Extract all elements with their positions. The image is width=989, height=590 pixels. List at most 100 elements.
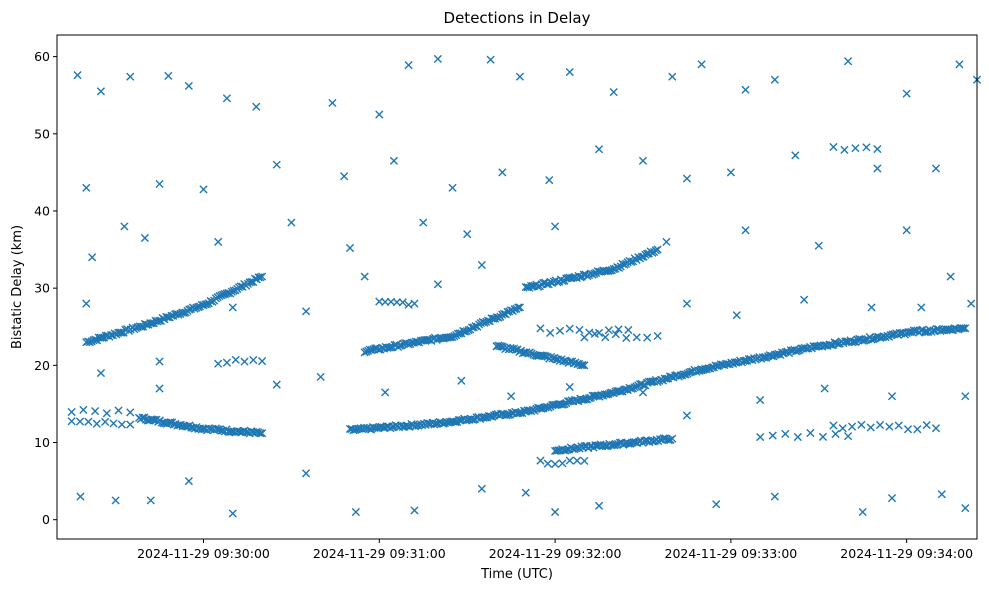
cluster-point <box>222 358 232 367</box>
noise-point <box>741 85 750 94</box>
cluster-point <box>922 420 931 430</box>
x-tick-label: 2024-11-29 09:30:00 <box>137 546 270 561</box>
noise-point <box>507 392 516 401</box>
noise-point <box>931 164 941 173</box>
track-point <box>909 326 918 335</box>
noise-point <box>448 183 457 192</box>
x-tick-label: 2024-11-29 09:34:00 <box>840 546 973 561</box>
cluster-point <box>851 144 860 153</box>
track-point <box>449 417 458 426</box>
noise-point <box>498 168 507 177</box>
noise-point <box>433 280 442 289</box>
noise-point <box>609 88 618 97</box>
noise-point <box>155 384 164 393</box>
noise-point <box>550 222 560 231</box>
track-point <box>258 272 267 281</box>
noise-point <box>638 156 648 165</box>
noise-point <box>712 500 721 509</box>
y-tick-label: 10 <box>34 435 50 450</box>
cluster-point <box>75 417 85 426</box>
track-point <box>514 303 523 312</box>
cluster-point <box>829 421 838 430</box>
noise-point <box>682 174 692 183</box>
cluster-point <box>756 432 765 442</box>
cluster-point <box>565 324 574 333</box>
cluster-point <box>831 429 840 439</box>
noise-point <box>88 253 97 262</box>
cluster-point <box>126 420 135 429</box>
cluster-point <box>546 328 555 337</box>
noise-point <box>164 71 173 81</box>
noise-point <box>550 507 560 517</box>
noise-point <box>858 507 867 517</box>
cluster-point <box>840 145 849 154</box>
noise-point <box>937 490 946 499</box>
cluster-point <box>894 421 903 430</box>
cluster-point <box>838 424 847 433</box>
noise-point <box>521 488 530 497</box>
x-tick-label: 2024-11-29 09:32:00 <box>489 546 622 561</box>
cluster-point <box>806 428 815 438</box>
marks-layer <box>67 54 982 518</box>
noise-point <box>328 98 337 108</box>
cluster-point <box>622 333 631 343</box>
noise-point <box>967 299 976 308</box>
noise-point <box>199 185 208 194</box>
noise-point <box>486 55 495 64</box>
cluster-point <box>903 425 913 434</box>
y-tick-label: 60 <box>34 49 50 64</box>
noise-point <box>902 89 911 98</box>
cluster-point <box>92 419 101 428</box>
noise-point <box>381 388 390 397</box>
y-axis-title: Bistatic Delay (km) <box>10 225 25 349</box>
track-point <box>515 303 525 312</box>
noise-point <box>457 376 466 385</box>
noise-point <box>140 233 149 243</box>
noise-point <box>351 507 360 517</box>
noise-point <box>345 243 355 253</box>
noise-point <box>228 509 237 518</box>
x-tick-label: 2024-11-29 09:31:00 <box>313 546 446 561</box>
noise-point <box>662 237 671 246</box>
cluster-point <box>410 299 419 308</box>
track-point <box>826 340 836 350</box>
noise-point <box>820 384 829 393</box>
noise-point <box>463 230 472 239</box>
noise-point <box>955 60 964 69</box>
cluster-point <box>558 459 567 468</box>
noise-point <box>946 272 955 281</box>
noise-point <box>272 160 281 169</box>
y-tick-label: 0 <box>42 512 50 527</box>
cluster-point <box>913 425 922 434</box>
noise-point <box>360 272 369 281</box>
noise-point <box>410 506 419 515</box>
cluster-point <box>543 459 552 468</box>
track-point <box>148 415 158 424</box>
track-point <box>455 329 464 338</box>
y-tick-label: 50 <box>34 126 50 141</box>
track-point <box>576 361 585 370</box>
noise-point <box>272 380 281 389</box>
noise-point <box>668 72 677 81</box>
cluster-point <box>604 326 613 335</box>
track-point <box>961 324 970 333</box>
track-point <box>222 289 231 298</box>
cluster-point <box>590 329 599 338</box>
noise-point <box>96 368 106 378</box>
track-point <box>89 336 98 345</box>
cluster-point <box>214 359 223 368</box>
cluster-point <box>632 333 641 342</box>
track-point <box>662 374 671 383</box>
track-point <box>651 246 660 255</box>
track-point <box>580 361 589 370</box>
x-axis-title: Time (UTC) <box>480 567 553 582</box>
cluster-point <box>580 456 589 466</box>
noise-point <box>214 237 223 246</box>
track-point <box>590 269 599 278</box>
noise-point <box>682 299 692 308</box>
cluster-point <box>79 405 88 414</box>
noise-point <box>340 172 349 181</box>
track-point <box>96 333 105 342</box>
cluster-point <box>258 357 267 366</box>
